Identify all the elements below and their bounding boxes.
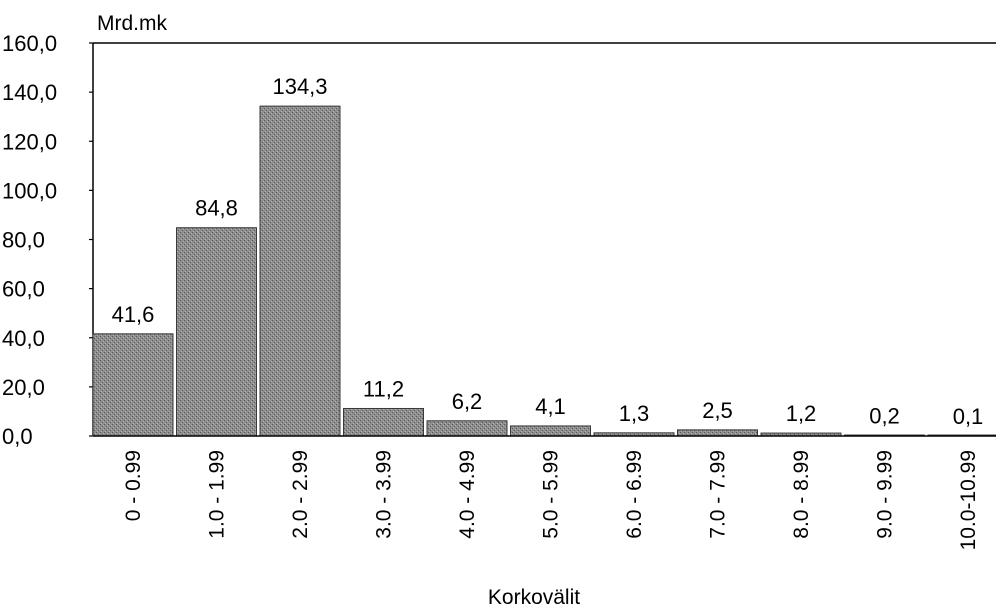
y-tick-label: 40,0 (2, 326, 45, 351)
x-tick-label: 2.0 - 2.99 (289, 450, 312, 539)
bar (677, 429, 758, 437)
data-label: 41,6 (112, 302, 155, 327)
bar (510, 425, 591, 437)
data-label: 1,3 (619, 401, 650, 426)
x-tick-label: 10.0-10.99 (957, 450, 980, 550)
x-tick-label: 7.0 - 7.99 (707, 450, 730, 539)
x-tick-label: 4.0 - 4.99 (456, 450, 479, 539)
x-tick-label: 8.0 - 8.99 (790, 450, 813, 539)
y-tick-label: 120,0 (2, 129, 57, 154)
data-label: 0,1 (953, 404, 984, 429)
data-label: 84,8 (195, 196, 238, 221)
y-tick-label: 80,0 (2, 228, 45, 253)
data-label: 1,2 (786, 401, 817, 426)
x-tick-label: 6.0 - 6.99 (623, 450, 646, 539)
data-label: 134,3 (272, 74, 327, 99)
x-tick-label: 5.0 - 5.99 (540, 450, 563, 539)
y-tick-label: 140,0 (2, 80, 57, 105)
y-tick-label: 100,0 (2, 178, 57, 203)
x-tick-label: 0 - 0.99 (122, 450, 145, 521)
x-tick-label: 1.0 - 1.99 (206, 450, 229, 539)
bar (343, 407, 424, 437)
x-tick-label: 9.0 - 9.99 (874, 450, 897, 539)
data-label: 2,5 (702, 398, 733, 423)
data-label: 11,2 (363, 376, 404, 401)
y-axis: 0,0 20,0 40,0 60,0 80,0 100,0 120,0 140,0 160,0 (2, 31, 996, 449)
data-label: 0,2 (869, 404, 900, 429)
x-axis: 0 - 0.99 1.0 - 1.99 2.0 - 2.99 3.0 - 3.99 4.… (93, 435, 996, 550)
bar (259, 105, 341, 437)
x-tick-label: 3.0 - 3.99 (373, 450, 396, 539)
bar (92, 333, 174, 437)
y-tick-label: 60,0 (2, 277, 45, 302)
y-tick-label: 20,0 (2, 375, 45, 400)
bar (176, 227, 257, 437)
y-tick-label: 0,0 (2, 424, 33, 449)
data-labels: 41,6 84,8 134,3 11,2 6,2 4,1 1,3 2,5 1,2 0,2 0,1 (112, 74, 984, 429)
x-axis-title: Korkovälit (488, 586, 580, 609)
y-tick-label: 160,0 (2, 31, 57, 56)
bars (92, 105, 996, 437)
unit-label: Mrd.mk (97, 12, 167, 35)
data-label: 6,2 (452, 389, 483, 414)
data-label: 4,1 (535, 394, 566, 419)
bar (426, 420, 508, 437)
